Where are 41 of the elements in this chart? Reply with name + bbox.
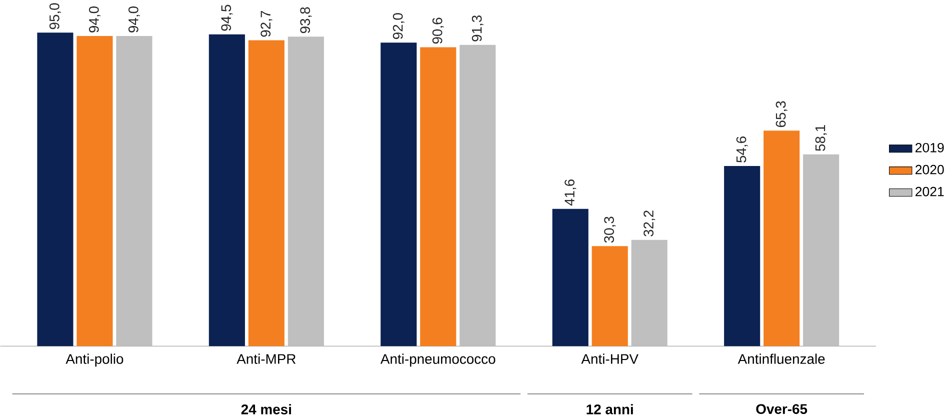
- x-tick-label: Anti-HPV: [581, 354, 638, 364]
- legend-label: 2020: [916, 164, 944, 174]
- x-tick-label: Anti-polio: [66, 354, 124, 367]
- bar: [631, 240, 668, 346]
- bar: [420, 47, 456, 346]
- bar: [37, 32, 74, 346]
- data-label: 30,3: [604, 216, 616, 243]
- legend-label: 2019: [916, 142, 944, 152]
- data-label: 65,3: [776, 101, 788, 128]
- data-label: 32,2: [644, 210, 656, 236]
- bar: [552, 208, 588, 346]
- data-label: 91,3: [472, 15, 484, 42]
- data-label: 94,0: [88, 6, 100, 32]
- bar: [76, 36, 113, 346]
- x-tick-label: Anti-MPR: [236, 354, 296, 364]
- data-label: 95,0: [49, 3, 61, 30]
- bar: [116, 36, 152, 346]
- legend-label: 2021: [916, 186, 944, 196]
- data-label: 58,1: [815, 125, 827, 151]
- data-label: 93,8: [300, 7, 312, 34]
- text: 24 mesi: [241, 404, 291, 414]
- data-label: 94,0: [128, 6, 140, 32]
- bar: [248, 40, 284, 346]
- text: 12 anni: [586, 404, 633, 414]
- bar: [208, 34, 245, 346]
- bar: [724, 166, 760, 346]
- bar: [460, 44, 496, 346]
- bar: [288, 36, 324, 346]
- x-tick-label: Antinfluenzale: [738, 354, 825, 364]
- bar: [803, 154, 840, 346]
- bar: [592, 246, 628, 346]
- text: Over-65: [756, 404, 808, 414]
- data-label: 90,6: [432, 18, 444, 44]
- data-label: 94,5: [221, 4, 233, 31]
- x-tick-label: Anti-pneumococco: [380, 354, 496, 367]
- data-label: 92,0: [392, 13, 404, 40]
- data-label: 41,6: [564, 179, 576, 206]
- bar: [764, 130, 800, 346]
- data-label: 54,6: [736, 136, 748, 163]
- data-label: 92,7: [260, 10, 272, 37]
- bar: [380, 42, 417, 346]
